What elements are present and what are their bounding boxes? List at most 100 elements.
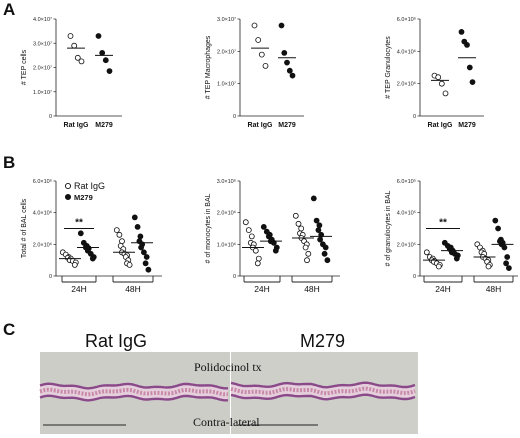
y-tick-label: 1.0×10⁶ [217,241,236,248]
significance-label: ** [439,218,447,229]
y-axis-label: # of granulocytes in BAL [385,190,392,266]
data-point-open [435,74,442,81]
histology-caption-top: Polidocinol tx [194,360,262,374]
y-tick-label: 2.0×10⁷ [33,65,52,72]
x-category-label: M279 [278,122,296,129]
y-tick-label: 6.0×10⁶ [397,16,416,23]
data-point-open [252,247,259,254]
data-point-open [78,58,85,65]
data-point-filled [272,247,279,254]
data-point-open [423,249,430,256]
data-point-open [302,244,309,251]
data-point-open [71,261,78,268]
data-point-filled [95,33,102,39]
data-point-filled [313,217,320,224]
data-point-open [292,212,299,219]
x-category-label: Rat IgG [248,122,273,129]
data-point-open [258,51,265,58]
chart-total-bal-cells: 0 2.0×10⁶ 4.0×10⁶ 6.0×10⁶ Total # of BAL cel… [21,178,162,294]
data-point-filled [89,255,96,262]
panel-letter-c: C [3,320,15,339]
data-point-filled [324,257,331,264]
y-tick-label: 3.0×10⁶ [217,178,236,185]
data-point-open [248,233,255,240]
data-point-filled [142,260,149,267]
data-point-filled [310,195,317,202]
x-category-label: 24H [435,284,451,294]
x-category-label: Rat IgG [428,122,453,129]
data-point-open [255,37,262,43]
x-category-label: Rat IgG [64,122,89,129]
data-point-filled [458,28,465,35]
y-axis-label: # TEP Macrophages [205,35,212,99]
data-point-filled [464,42,470,48]
data-point-open [245,227,252,234]
tissue-epithelium-top [39,382,228,390]
tissue-epithelium-top [230,381,416,389]
data-point-filled [503,260,510,267]
data-point-filled [137,233,144,240]
legend-marker-filled [64,193,72,201]
histology-label-right: M279 [300,331,345,351]
data-point-open [485,263,492,270]
data-point-open [438,80,445,87]
data-point-open [126,261,133,268]
data-point-filled [143,254,150,260]
data-point-open [442,90,449,97]
data-point-filled [495,225,502,232]
y-axis-label: Total # of BAL cells [21,198,28,258]
chart-monocytes-bal: 0 1.0×10⁶ 2.0×10⁶ 3.0×10⁶ # of monocytes in … [205,178,340,294]
data-point-filled [504,254,511,260]
y-tick-label: 4.0×10⁵ [397,210,416,217]
chart-tep-granulocytes: 0 2.0×10⁶ 4.0×10⁶ 6.0×10⁶ # TEP Granulocytes… [385,16,484,129]
data-point-filled [260,223,267,230]
tissue-stroma [39,387,228,397]
data-point-filled [469,79,476,85]
y-tick-label: 0 [49,114,52,120]
y-tick-label: 0 [413,114,416,120]
x-category-label: M279 [95,122,113,129]
legend-label: M279 [74,193,93,202]
data-point-filled [317,236,324,243]
tissue-epithelium-bottom [230,393,416,401]
data-point-filled [77,230,84,237]
legend-marker-open [64,182,72,190]
panel-letter-b: B [3,153,15,172]
y-tick-label: 0 [413,274,416,280]
data-point-filled [322,244,329,251]
data-point-filled [131,214,138,221]
data-point-filled [134,223,141,230]
y-tick-label: 2.0×10⁵ [397,241,416,248]
data-point-filled [278,22,285,29]
data-point-open [71,42,78,49]
data-point-open [255,255,262,262]
data-point-filled [289,72,296,79]
tissue-epithelium-bottom [39,394,228,402]
histology-caption-bottom: Contra-lateral [193,415,260,429]
y-axis-label: # TEP cells [21,49,28,85]
data-point-open [304,257,310,264]
chart-granulocytes-bal: 0 2.0×10⁵ 4.0×10⁵ 6.0×10⁵ # of granulocytes … [385,178,518,294]
data-point-filled [492,217,499,224]
data-point-filled [321,250,328,257]
y-tick-label: 6.0×10⁵ [397,178,416,185]
data-point-open [242,219,249,226]
data-point-open [298,225,305,232]
y-tick-label: 1.0×10⁷ [33,89,52,96]
tissue-layer [39,381,416,402]
data-point-filled [138,244,145,251]
data-point-filled [102,57,109,64]
y-tick-label: 4.0×10⁶ [33,210,52,217]
data-point-filled [106,68,113,74]
y-axis-label: # TEP Granulocytes [385,36,392,99]
data-point-open [305,250,312,257]
data-point-open [251,22,258,29]
y-tick-label: 0 [233,114,236,120]
data-point-open [295,220,302,227]
y-tick-label: 2.0×10⁷ [217,48,236,55]
x-category-label: 24H [71,284,87,294]
chart-tep-cells: 0 1.0×10⁷ 2.0×10⁷ 3.0×10⁷ 4.0×10⁷ # TEP cells… [21,16,122,129]
y-tick-label: 2.0×10⁶ [217,210,236,217]
data-point-filled [281,50,288,56]
